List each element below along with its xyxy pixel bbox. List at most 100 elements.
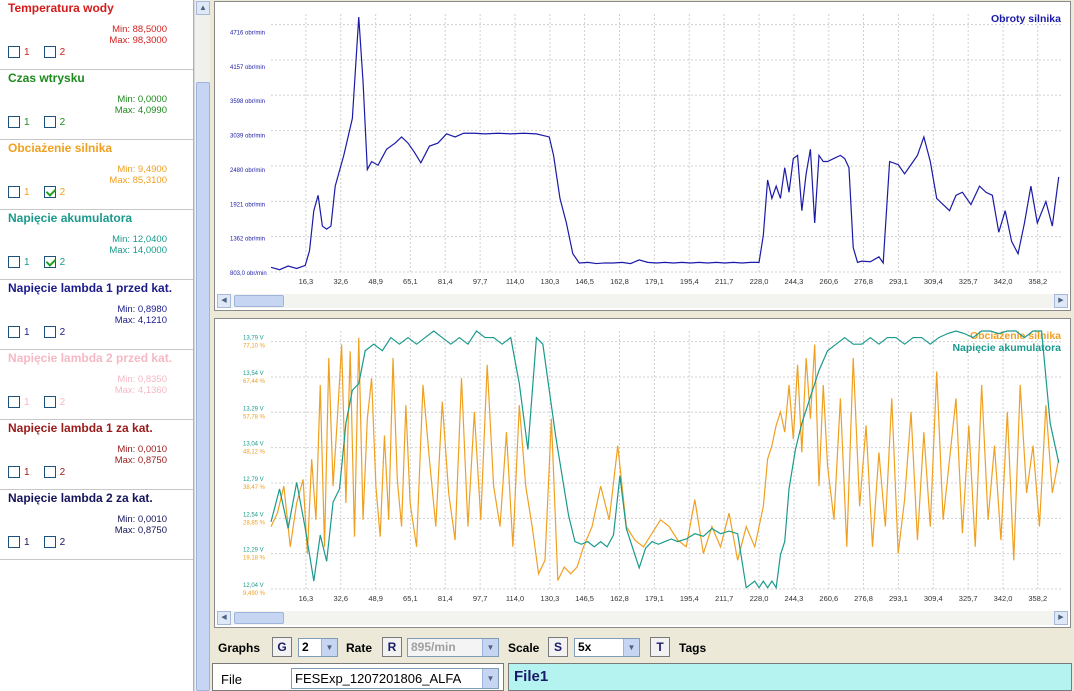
y-tick-label-battery: 13,04 V [243, 442, 264, 448]
sensor-item: Napięcie akumulatora Min: 12,0400 Max: 14,… [0, 210, 193, 280]
x-tick-label: 325,7 [959, 594, 978, 603]
graph2-checkbox-label: 2 [59, 396, 66, 408]
chevron-down-icon[interactable]: ▼ [482, 639, 498, 656]
sensor-max: Max: 0,8750 [114, 525, 167, 536]
graph1-checkbox[interactable] [8, 46, 20, 58]
graphs-hotkey-button[interactable]: G [272, 637, 292, 657]
scroll-right-icon[interactable]: ▶ [1054, 611, 1068, 625]
y-tick-label: 1362 obr/min [230, 237, 265, 243]
chevron-down-icon[interactable]: ▼ [482, 669, 498, 688]
sensor-max: Max: 85,3100 [109, 175, 167, 186]
x-tick-label: 325,7 [959, 277, 978, 286]
graph2-checkbox[interactable] [43, 396, 56, 408]
graph1-checkbox-label: 1 [24, 256, 30, 268]
scrollbar-thumb[interactable] [196, 82, 210, 691]
sensor-item: Napięcie lambda 2 za kat. Min: 0,0010 Max:… [0, 490, 193, 560]
sensor-title: Napięcie lambda 1 przed kat. [8, 281, 173, 295]
file-select-value: FESExp_1207201806_ALFA [295, 671, 462, 686]
graph1-checkbox[interactable] [8, 396, 20, 408]
x-tick-label: 32,6 [333, 594, 348, 603]
graph2-checkbox[interactable] [43, 326, 56, 338]
x-tick-label: 211,7 [715, 277, 733, 286]
sensor-title: Napięcie lambda 2 za kat. [8, 491, 153, 505]
sensor-item: Obciażenie silnika Min: 9,4900 Max: 85,310… [0, 140, 193, 210]
rate-select[interactable]: 895/min ▼ [407, 638, 499, 657]
x-tick-label: 146,5 [575, 277, 594, 286]
series-legend-label: Napięcie akumulatora [952, 342, 1061, 354]
x-tick-label: 162,8 [610, 277, 629, 286]
sensor-max: Max: 14,0000 [109, 245, 167, 256]
scroll-left-icon[interactable]: ◀ [217, 294, 231, 308]
x-tick-label: 48,9 [368, 594, 383, 603]
graph1-checkbox-label: 1 [24, 326, 30, 338]
chevron-down-icon[interactable]: ▼ [321, 639, 337, 656]
x-tick-label: 244,3 [785, 277, 804, 286]
graph2-checkbox-label: 2 [59, 466, 66, 478]
graph2-checkbox[interactable] [43, 46, 56, 58]
x-tick-label: 16,3 [299, 277, 314, 286]
graph2-checkbox-label: 2 [59, 256, 66, 268]
chevron-down-icon[interactable]: ▼ [623, 639, 639, 656]
sensor-title: Temperatura wody [8, 1, 114, 15]
y-tick-label-battery: 12,79 V [243, 477, 264, 483]
x-tick-label: 114,0 [506, 277, 524, 286]
series-line-battery [270, 330, 1060, 590]
y-tick-label-load: 9,490 % [243, 591, 266, 597]
sensor-item: Napięcie lambda 1 przed kat. Min: 0,8980 M… [0, 280, 193, 350]
x-tick-label: 65,1 [403, 594, 418, 603]
scroll-right-icon[interactable]: ▶ [1054, 294, 1068, 308]
graph2-scroll-thumb[interactable] [234, 612, 284, 624]
sensor-item: Napięcie lambda 2 przed kat. Min: 0,8350 M… [0, 350, 193, 420]
graph1-checkbox[interactable] [8, 256, 20, 268]
graphs-select[interactable]: 2 ▼ [298, 638, 338, 657]
graph2-hscrollbar[interactable]: ◀ ▶ [217, 611, 1068, 625]
scale-select[interactable]: 5x ▼ [574, 638, 640, 657]
sensor-title: Napięcie lambda 1 za kat. [8, 421, 153, 435]
rpm-chart: 16,3 32,6 48,9 65,1 81,4 97,7 114,0 130,3 146,5 1… [230, 13, 1063, 286]
scale-hotkey-button[interactable]: S [548, 637, 568, 657]
graph2-checkbox[interactable] [43, 186, 56, 198]
y-tick-label: 4157 obr/min [230, 65, 265, 71]
load-battery-chart: 16,3 32,6 48,9 65,1 81,4 97,7 114,0 130,3 146,5 1… [243, 330, 1063, 603]
graph1-checkbox[interactable] [8, 466, 20, 478]
y-tick-label-load: 28,85 % [243, 520, 266, 526]
scale-select-value: 5x [578, 640, 592, 654]
sensor-max: Max: 4,0990 [114, 105, 167, 116]
graph1-scroll-thumb[interactable] [234, 295, 284, 307]
graph2-checkbox[interactable] [43, 536, 56, 548]
x-tick-label: 228,0 [750, 277, 769, 286]
scroll-left-icon[interactable]: ◀ [217, 611, 231, 625]
sensor-min: Min: 0,0010 [117, 514, 167, 525]
graph2-checkbox[interactable] [43, 116, 56, 128]
tags-hotkey-button[interactable]: T [650, 637, 670, 657]
file-select[interactable]: FESExp_1207201806_ALFA ▼ [291, 668, 499, 689]
x-tick-label: 179,1 [645, 277, 664, 286]
x-tick-label: 211,7 [715, 594, 733, 603]
graph2-checkbox[interactable] [43, 466, 56, 478]
scroll-up-icon[interactable]: ▲ [196, 1, 210, 15]
series-line-load [270, 337, 1060, 581]
graph1-checkbox[interactable] [8, 326, 20, 338]
rate-hotkey-button[interactable]: R [382, 637, 402, 657]
sensor-item: Temperatura wody Min: 88,5000 Max: 98,3000… [0, 0, 193, 70]
x-tick-label: 114,0 [506, 594, 524, 603]
x-tick-label: 195,4 [680, 277, 699, 286]
x-tick-label: 81,4 [438, 277, 453, 286]
y-tick-label-load: 77,10 % [243, 344, 266, 350]
y-tick-label-battery: 13,29 V [243, 406, 264, 412]
graph2-checkbox[interactable] [43, 256, 56, 268]
sidebar-scrollbar[interactable]: ▲ [194, 0, 210, 691]
load-battery-graph: 16,3 32,6 48,9 65,1 81,4 97,7 114,0 130,3 146,5 1… [214, 318, 1071, 628]
x-tick-label: 130,3 [541, 277, 560, 286]
graph1-checkbox[interactable] [8, 536, 20, 548]
graph1-checkbox[interactable] [8, 116, 20, 128]
graph1-checkbox[interactable] [8, 186, 20, 198]
graph-toolbar: Graphs G 2 ▼ Rate R 895/min ▼ Scale S 5x… [214, 634, 1071, 660]
graph1-hscrollbar[interactable]: ◀ ▶ [217, 294, 1068, 308]
x-tick-label: 97,7 [473, 594, 488, 603]
y-tick-label-battery: 12,04 V [243, 583, 264, 589]
